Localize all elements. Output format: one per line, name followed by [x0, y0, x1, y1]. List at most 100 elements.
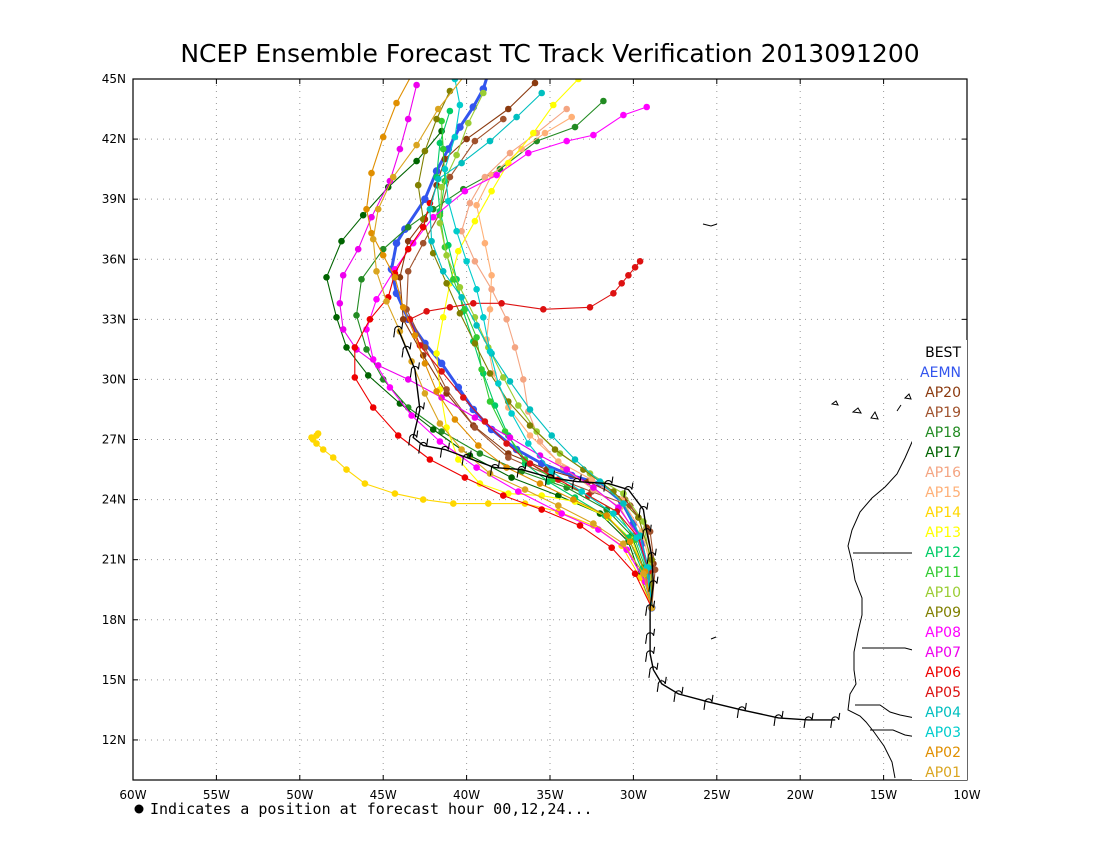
track-line-ap02 [365, 79, 653, 608]
track-point [441, 165, 449, 173]
track-point [541, 129, 549, 137]
track-point [515, 488, 522, 495]
track-point [481, 418, 489, 425]
track-point [503, 316, 510, 323]
track-point [570, 496, 577, 503]
x-tick-label: 35W [536, 788, 563, 802]
track-point [373, 296, 380, 303]
track-point [436, 219, 444, 227]
track-point [576, 522, 584, 529]
track-point [368, 213, 375, 221]
track-point [369, 235, 377, 243]
track-point [555, 458, 562, 465]
y-tick-label: 42N [102, 132, 126, 146]
track-point [358, 276, 365, 283]
track-point [500, 115, 507, 123]
track-point [336, 300, 344, 307]
series-ap07 [336, 81, 655, 612]
track-point [548, 432, 555, 439]
track-point [485, 500, 492, 507]
track-point [486, 370, 494, 377]
legend-entry-ap17: AP17 [925, 445, 961, 461]
x-tick-label: 45W [370, 788, 397, 802]
track-point [434, 175, 442, 183]
track-point [515, 402, 522, 409]
track-point [414, 181, 422, 189]
series-best [393, 322, 841, 728]
x-tick-label: 30W [620, 788, 647, 802]
track-point [536, 480, 544, 487]
legend-entry-ap03: AP03 [925, 725, 961, 741]
track-line-ap11 [439, 121, 653, 608]
track-point [432, 167, 441, 175]
track-point [421, 195, 429, 203]
track-point [353, 312, 360, 319]
track-point [563, 466, 570, 473]
legend-entry-ap09: AP09 [925, 605, 961, 621]
track-point [555, 492, 562, 499]
track-point [590, 131, 597, 139]
track-point [419, 496, 427, 503]
track-point [437, 359, 446, 368]
x-tick-label: 50W [286, 788, 313, 802]
track-point [486, 348, 494, 355]
track-point [618, 280, 625, 287]
track-point [451, 133, 459, 141]
series-ap02 [363, 79, 655, 612]
track-point [538, 89, 545, 97]
track-point [568, 113, 575, 121]
hurricane-symbol [439, 442, 450, 458]
hurricane-symbol [645, 600, 656, 616]
track-point [343, 344, 350, 351]
track-point [363, 205, 370, 213]
track-point [438, 428, 445, 435]
track-point [408, 412, 415, 419]
track-point [525, 149, 532, 157]
hurricane-symbol [544, 470, 556, 486]
track-point [536, 438, 544, 445]
hurricane-symbol [603, 476, 614, 492]
track-point [460, 394, 467, 401]
hurricane-symbol [516, 462, 527, 478]
track-point [361, 480, 369, 487]
track-point [436, 139, 444, 147]
track-point [506, 149, 514, 157]
track-point [503, 440, 510, 447]
track-point [511, 344, 519, 351]
track-point [463, 258, 470, 265]
hurricane-symbol [803, 712, 814, 728]
legend-entry-ap02: AP02 [925, 745, 961, 761]
track-point [399, 304, 407, 311]
series-ap03 [441, 79, 655, 612]
track-point [590, 520, 597, 527]
track-point [438, 117, 445, 125]
track-point [364, 372, 372, 379]
track-point [471, 258, 479, 265]
x-tick-label: 60W [119, 788, 146, 802]
track-point [525, 440, 532, 447]
track-point [354, 245, 362, 253]
canary-islands [830, 393, 912, 420]
track-point [426, 456, 434, 463]
track-point [379, 133, 387, 141]
track-point [461, 474, 469, 481]
legend-entry-ap16: AP16 [925, 465, 961, 481]
track-point [526, 406, 534, 413]
x-tick-label: 15W [870, 788, 897, 802]
track-point [439, 145, 447, 153]
y-tick-label: 12N [102, 733, 126, 747]
track-point [473, 201, 480, 209]
track-point [526, 432, 534, 439]
track-point [394, 432, 402, 439]
track-point [558, 510, 565, 517]
track-point [651, 566, 659, 573]
legend-entry-ap15: AP15 [925, 485, 961, 501]
track-point [373, 268, 380, 275]
track-point [450, 276, 457, 283]
hurricane-symbol [623, 482, 634, 498]
track-point [480, 314, 487, 321]
track-point [520, 376, 527, 383]
hurricane-symbol [773, 710, 784, 726]
track-point [399, 316, 407, 323]
